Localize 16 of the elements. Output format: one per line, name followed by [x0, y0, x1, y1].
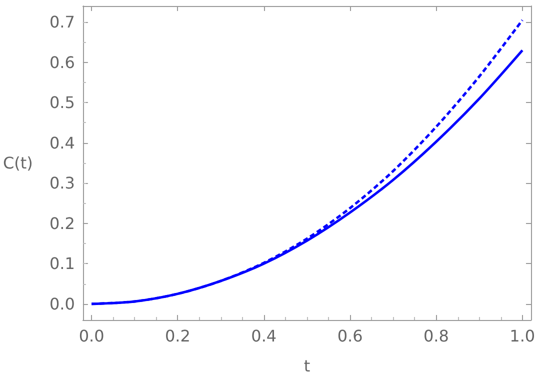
- y-tick-label: 0.2: [49, 214, 75, 233]
- y-tick-label: 0.4: [49, 133, 75, 152]
- x-axis-title: t: [304, 356, 310, 376]
- x-tick-label: 0.0: [78, 326, 104, 346]
- y-axis-title: C(t): [2, 154, 33, 172]
- x-tick-label: 0.2: [164, 326, 190, 346]
- x-tick-label: 1.0: [510, 326, 536, 346]
- y-tick-label: 0.1: [49, 254, 75, 274]
- y-tick-label: 0.6: [49, 52, 75, 72]
- y-tick-label: 0.7: [49, 12, 75, 32]
- y-tick-label: 0.5: [49, 93, 75, 112]
- y-tick-label: 0.3: [49, 174, 75, 193]
- x-tick-label: 0.6: [337, 326, 363, 346]
- x-tick-label: 0.4: [251, 326, 277, 346]
- y-tick-label: 0.0: [49, 294, 75, 314]
- x-tick-label: 0.8: [423, 326, 449, 346]
